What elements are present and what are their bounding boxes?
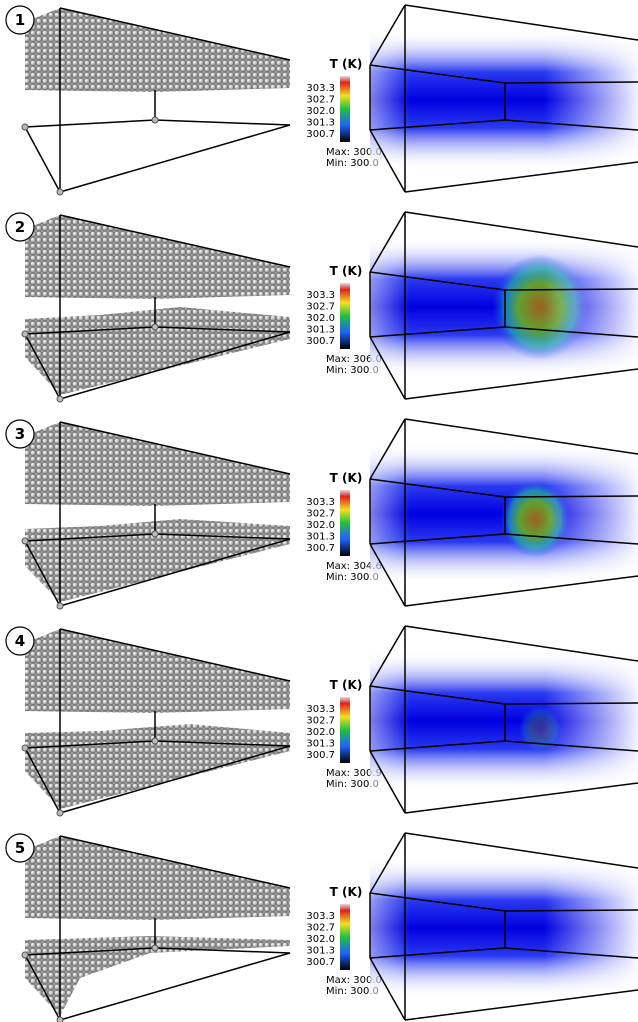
colorbar-tick-label: 302.0	[306, 520, 335, 531]
colorbar-tick-label: 302.0	[306, 727, 335, 738]
colorbar	[340, 283, 350, 349]
vertex	[57, 1017, 63, 1022]
colorbar-tick-label: 301.3	[306, 946, 335, 957]
colorbar-tick-label: 302.7	[306, 302, 335, 313]
vertex	[22, 745, 28, 751]
field-fade	[370, 30, 638, 170]
colorbar-tick-label: 303.3	[306, 290, 335, 301]
particle-slab	[25, 215, 290, 299]
colorbar-tick-label: 300.7	[306, 750, 335, 761]
colorbar	[340, 904, 350, 970]
vertex	[22, 331, 28, 337]
vertex	[152, 117, 158, 123]
colorbar-tick-label: 302.0	[306, 934, 335, 945]
colorbar	[340, 697, 350, 763]
box-edge	[25, 127, 60, 192]
field-fade	[370, 444, 638, 584]
panel-label: 5	[15, 839, 25, 857]
colorbar-tick-label: 302.7	[306, 95, 335, 106]
vertex	[152, 738, 158, 744]
figure: 1T (K)303.3302.7302.0301.3300.7Max: 300.…	[0, 0, 638, 1022]
particle-slab	[25, 519, 290, 602]
colorbar-tick-label: 302.7	[306, 923, 335, 934]
colorbar-tick-label: 300.7	[306, 543, 335, 554]
colorbar-title: T (K)	[330, 471, 363, 485]
vertex	[22, 124, 28, 130]
particle-slab	[25, 836, 290, 920]
vertex	[152, 324, 158, 330]
colorbar-title: T (K)	[330, 57, 363, 71]
particle-slab	[25, 422, 290, 506]
colorbar-tick-label: 301.3	[306, 532, 335, 543]
vertex	[57, 189, 63, 195]
vertex	[22, 538, 28, 544]
colorbar-title: T (K)	[330, 885, 363, 899]
vertex	[57, 603, 63, 609]
box-edge	[155, 120, 290, 125]
colorbar-tick-label: 302.7	[306, 716, 335, 727]
vertex	[22, 952, 28, 958]
vertex	[57, 396, 63, 402]
colorbar-tick-label: 302.0	[306, 313, 335, 324]
box-edge	[505, 910, 638, 911]
field-fade	[370, 651, 638, 791]
panel: 3T (K)303.3302.7302.0301.3300.7Max: 304.…	[6, 419, 638, 609]
colorbar-tick-label: 303.3	[306, 83, 335, 94]
colorbar-tick-label: 302.0	[306, 106, 335, 117]
particle-slab	[25, 724, 290, 809]
panel-label: 1	[15, 11, 25, 29]
particle-slab	[25, 8, 290, 92]
box-edge	[505, 82, 638, 83]
panel-label: 2	[15, 218, 25, 236]
field-fade	[370, 237, 638, 377]
particle-slab	[25, 307, 290, 395]
vertex	[152, 531, 158, 537]
box-edge	[60, 125, 290, 192]
field-fade	[370, 858, 638, 998]
colorbar	[340, 76, 350, 142]
colorbar-tick-label: 300.7	[306, 129, 335, 140]
colorbar-title: T (K)	[330, 678, 363, 692]
panel-label: 3	[15, 425, 25, 443]
colorbar-tick-label: 303.3	[306, 497, 335, 508]
box-edge	[505, 289, 638, 290]
vertex	[57, 810, 63, 816]
colorbar-tick-label: 301.3	[306, 118, 335, 129]
colorbar	[340, 490, 350, 556]
colorbar-tick-label: 301.3	[306, 739, 335, 750]
box-edge	[505, 703, 638, 704]
colorbar-tick-label: 302.7	[306, 509, 335, 520]
box-edge	[505, 496, 638, 497]
colorbar-tick-label: 303.3	[306, 704, 335, 715]
colorbar-tick-label: 300.7	[306, 336, 335, 347]
vertex	[152, 945, 158, 951]
colorbar-title: T (K)	[330, 264, 363, 278]
box-edge	[25, 120, 155, 127]
panel: 2T (K)303.3302.7302.0301.3300.7Max: 306.…	[6, 212, 638, 402]
colorbar-tick-label: 301.3	[306, 325, 335, 336]
panel-label: 4	[15, 632, 25, 650]
particle-slab	[25, 629, 290, 713]
colorbar-tick-label: 303.3	[306, 911, 335, 922]
colorbar-tick-label: 300.7	[306, 957, 335, 968]
